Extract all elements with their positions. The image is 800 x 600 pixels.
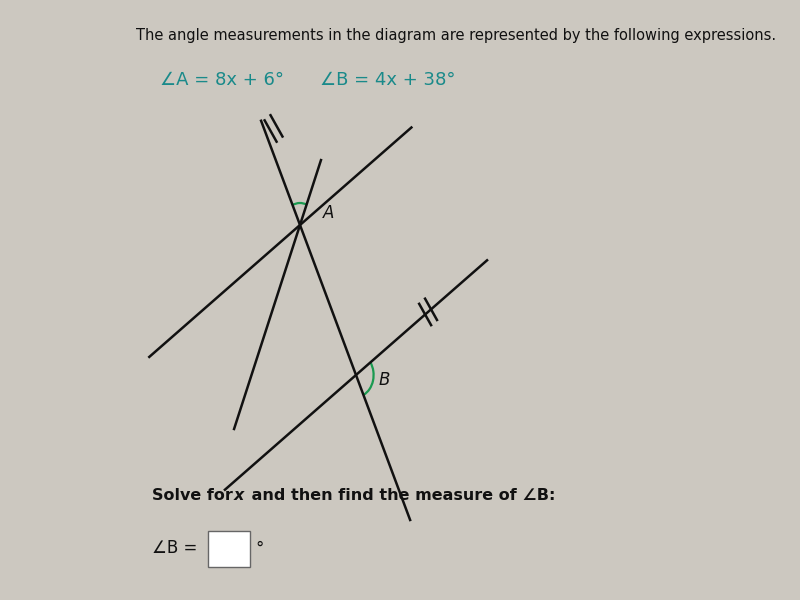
- Text: ∠B = 4x + 38°: ∠B = 4x + 38°: [320, 71, 455, 89]
- Text: °: °: [255, 540, 263, 558]
- Text: Solve for: Solve for: [152, 487, 238, 503]
- Text: A: A: [322, 204, 334, 222]
- FancyBboxPatch shape: [208, 531, 250, 567]
- Text: ∠B =: ∠B =: [152, 539, 198, 557]
- Text: ∠A = 8x + 6°: ∠A = 8x + 6°: [160, 71, 284, 89]
- Text: The angle measurements in the diagram are represented by the following expressio: The angle measurements in the diagram ar…: [136, 28, 776, 43]
- Text: and then find the measure of ∠B:: and then find the measure of ∠B:: [246, 487, 556, 503]
- Text: B: B: [378, 371, 390, 389]
- Text: x: x: [234, 487, 244, 503]
